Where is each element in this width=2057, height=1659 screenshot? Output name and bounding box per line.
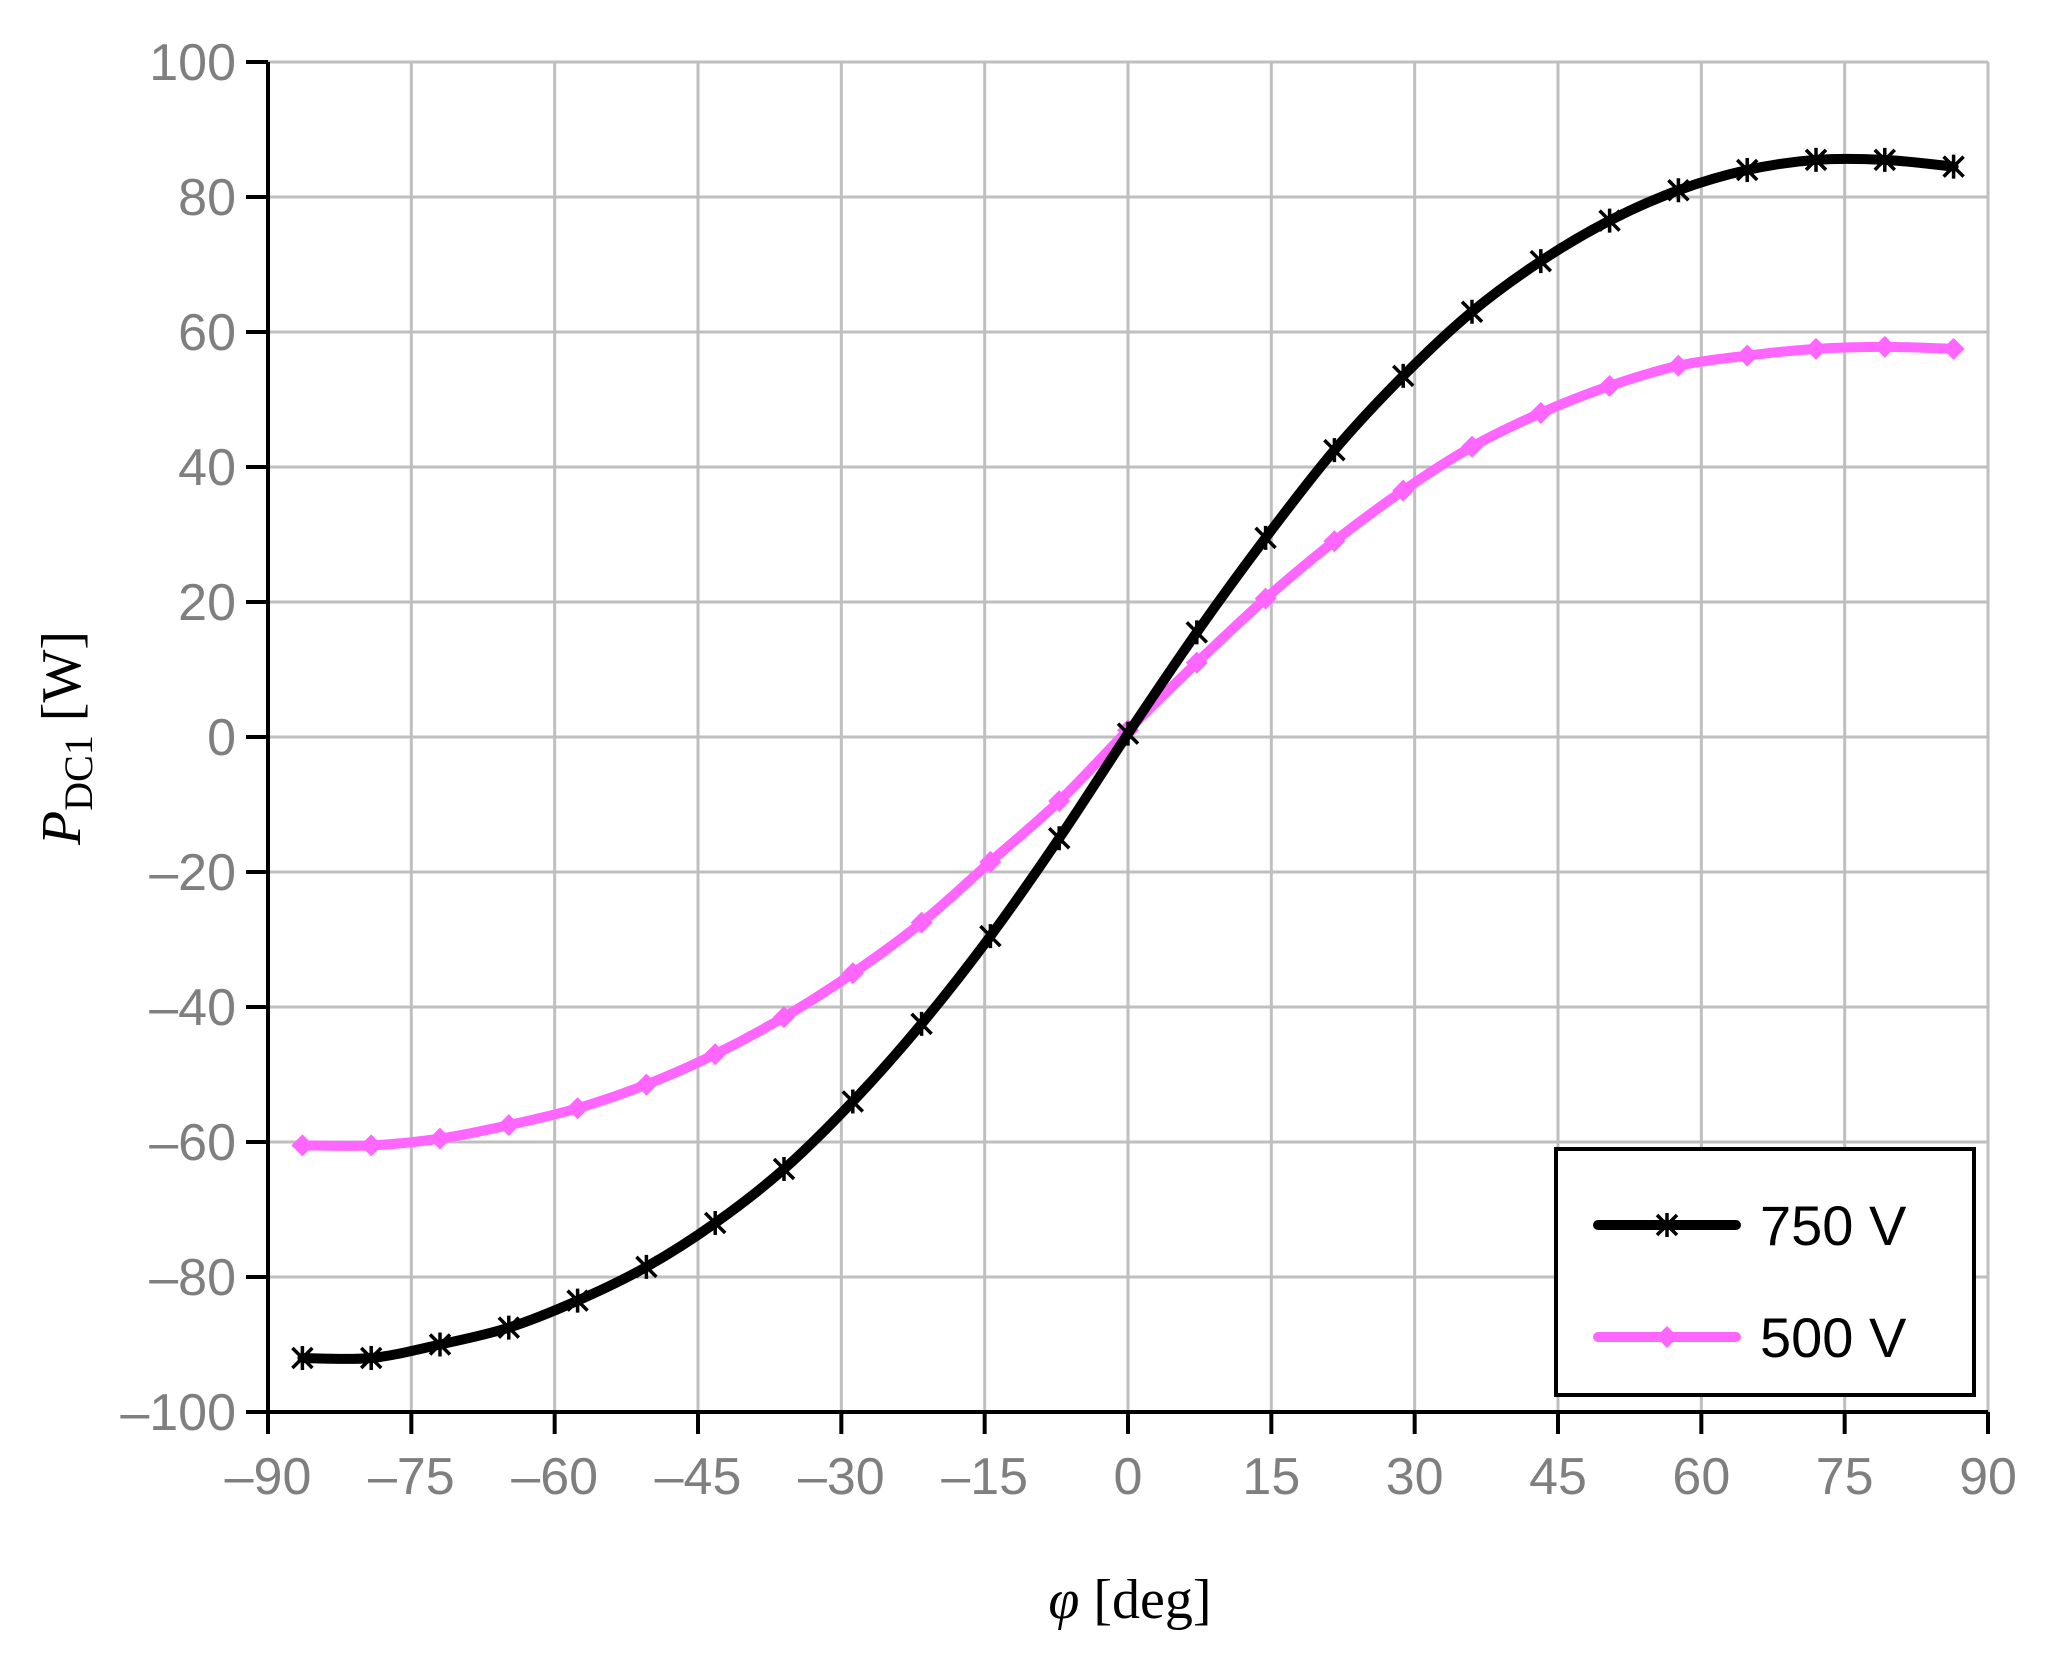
x-tick-label-3: –45 <box>655 1448 742 1506</box>
series-0-point-3 <box>497 1315 521 1340</box>
x-tick-label-7: 15 <box>1242 1448 1300 1506</box>
y-tick-label-0: 100 <box>149 34 236 92</box>
legend-entries: 750 V 500 V <box>1593 1194 1907 1369</box>
series-1-point-4 <box>566 1097 589 1120</box>
series-1-point-17 <box>1461 435 1483 458</box>
series-1-point-18 <box>1529 402 1552 424</box>
series-0-point-1 <box>359 1346 383 1370</box>
x-tick-label-11: 75 <box>1816 1448 1874 1506</box>
series-0-point-7 <box>772 1157 796 1181</box>
series-0-point-23 <box>1873 147 1897 172</box>
legend-entry-0: 750 V <box>1593 1194 1907 1257</box>
series-0-point-2 <box>428 1332 452 1357</box>
x-axis-symbol: φ <box>1048 1569 1079 1631</box>
series-1-point-13 <box>1185 651 1208 674</box>
x-tick-label-5: –15 <box>941 1448 1028 1506</box>
y-axis-unit: [W] <box>31 631 93 735</box>
series-1-point-16 <box>1392 479 1415 502</box>
series-0-point-22 <box>1804 147 1828 172</box>
series-0-point-16 <box>1391 363 1415 388</box>
series-1-point-5 <box>635 1073 658 1096</box>
series-1-point-19 <box>1598 375 1621 397</box>
series-1-point-2 <box>429 1127 451 1150</box>
x-tick-label-4: –30 <box>798 1448 885 1506</box>
series-1-point-7 <box>773 1006 795 1029</box>
series-1-point-20 <box>1667 354 1690 377</box>
series-1-point-0 <box>291 1134 314 1157</box>
series-0-point-11 <box>1047 826 1071 851</box>
series-1-point-8 <box>841 962 864 985</box>
y-axis-subscript: DC1 <box>56 735 101 811</box>
y-tick-label-8: –60 <box>149 1114 236 1172</box>
series-0-point-17 <box>1460 299 1484 324</box>
y-axis-title: PDC1 [W] <box>31 631 101 846</box>
legend-marker-0 <box>1655 1213 1679 1237</box>
series-0 <box>291 147 1965 1370</box>
series-1-point-24 <box>1942 337 1965 360</box>
x-axis-title: φ [deg] <box>1048 1569 1211 1631</box>
series-0-point-9 <box>910 1011 933 1036</box>
series-0-point-24 <box>1942 154 1965 179</box>
legend: 750 V 500 V <box>1554 1147 1976 1397</box>
series-0-point-19 <box>1598 208 1621 233</box>
x-tick-label-9: 45 <box>1529 1448 1587 1506</box>
series-1-point-10 <box>979 850 1002 873</box>
y-tick-label-10: –100 <box>120 1384 236 1442</box>
series-0-point-18 <box>1529 249 1553 274</box>
series-0-point-20 <box>1667 178 1690 203</box>
x-tick-label-2: –60 <box>511 1448 598 1506</box>
series-1-point-6 <box>704 1043 727 1066</box>
series-0-point-21 <box>1735 158 1759 182</box>
series-0-point-13 <box>1185 620 1209 645</box>
y-tick-label-3: 40 <box>178 439 236 497</box>
series-1-point-14 <box>1254 587 1277 610</box>
x-tick-label-8: 30 <box>1386 1448 1444 1506</box>
y-tick-label-6: –20 <box>149 844 236 902</box>
series-1-point-1 <box>360 1134 383 1157</box>
series-0-point-12 <box>1116 721 1140 746</box>
legend-entry-1: 500 V <box>1593 1306 1907 1369</box>
series-0-point-10 <box>979 924 1002 949</box>
series-0-point-4 <box>566 1288 589 1313</box>
axes: 100 80 60 40 20 0 –20 –40 –60 –80 –100 –90 –75 –60 –45… <box>120 34 2017 1506</box>
series-0-point-15 <box>1323 438 1346 463</box>
series-0-point-8 <box>841 1089 865 1114</box>
series-1-point-3 <box>497 1114 520 1137</box>
x-tick-label-12: 90 <box>1959 1448 2017 1506</box>
series-1-point-15 <box>1323 530 1346 553</box>
series-1-point-21 <box>1736 344 1759 367</box>
series-layer <box>291 147 1965 1370</box>
y-tick-label-5: 0 <box>207 709 236 767</box>
series-0-point-5 <box>635 1254 658 1279</box>
y-tick-label-2: 60 <box>178 304 236 362</box>
x-tick-label-0: –90 <box>225 1448 312 1506</box>
legend-label-0: 750 V <box>1760 1194 1907 1257</box>
y-tick-label-1: 80 <box>178 169 236 227</box>
y-tick-label-9: –80 <box>149 1249 236 1307</box>
x-tick-label-1: –75 <box>368 1448 455 1506</box>
y-tick-label-7: –40 <box>149 979 236 1037</box>
x-tick-label-6: 0 <box>1114 1448 1143 1506</box>
series-0-point-0 <box>291 1346 314 1370</box>
legend-box <box>1554 1147 1976 1397</box>
series-1-point-23 <box>1873 335 1896 358</box>
series-1-point-9 <box>910 911 933 934</box>
series-1-point-11 <box>1048 790 1071 813</box>
legend-marker-1 <box>1656 1326 1678 1348</box>
series-0-point-14 <box>1254 525 1277 550</box>
series-1-point-22 <box>1805 337 1827 360</box>
y-axis-symbol: P <box>31 811 93 846</box>
x-axis-unit: [deg] <box>1079 1569 1211 1631</box>
series-0-point-6 <box>703 1211 727 1235</box>
x-tick-label-10: 60 <box>1672 1448 1730 1506</box>
y-tick-label-4: 20 <box>178 574 236 632</box>
legend-label-1: 500 V <box>1760 1306 1907 1369</box>
